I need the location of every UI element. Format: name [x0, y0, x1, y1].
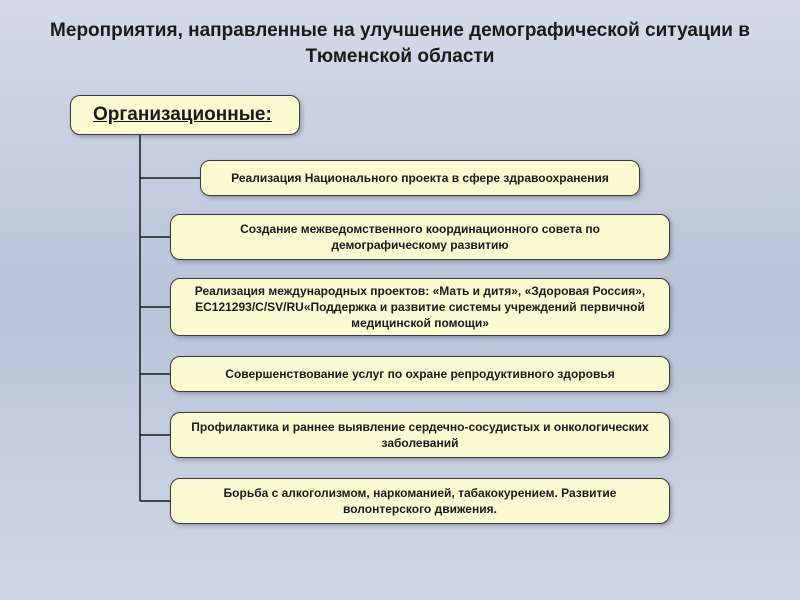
- item-label-4: Профилактика и раннее выявление сердечно…: [185, 419, 655, 451]
- root-category-box: Организационные:: [70, 95, 300, 135]
- item-label-3: Совершенствование услуг по охране репрод…: [225, 366, 614, 382]
- item-label-5: Борьба с алкоголизмом, наркоманией, таба…: [185, 485, 655, 517]
- item-box-2: Реализация международных проектов: «Мать…: [170, 278, 670, 336]
- item-label-2: Реализация международных проектов: «Мать…: [185, 283, 655, 332]
- item-box-4: Профилактика и раннее выявление сердечно…: [170, 412, 670, 458]
- page-title: Мероприятия, направленные на улучшение д…: [0, 0, 800, 79]
- root-category-label: Организационные:: [93, 104, 272, 125]
- item-label-0: Реализация Национального проекта в сфере…: [231, 170, 609, 186]
- item-box-0: Реализация Национального проекта в сфере…: [200, 160, 640, 196]
- item-label-1: Создание межведомственного координационн…: [185, 221, 655, 253]
- item-box-3: Совершенствование услуг по охране репрод…: [170, 356, 670, 392]
- item-box-5: Борьба с алкоголизмом, наркоманией, таба…: [170, 478, 670, 524]
- item-box-1: Создание межведомственного координационн…: [170, 214, 670, 260]
